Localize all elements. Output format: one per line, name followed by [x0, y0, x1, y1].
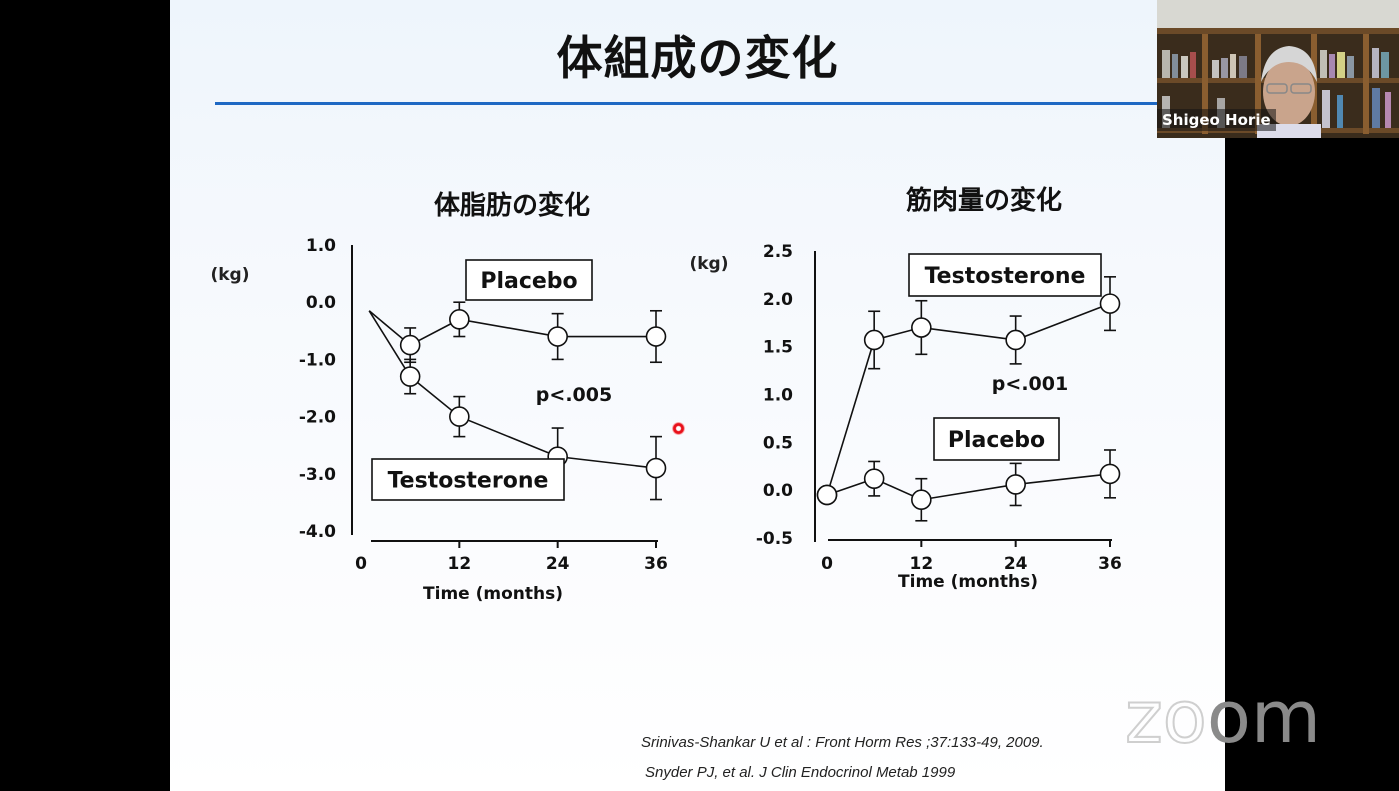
- participant-name-label: Shigeo Horie: [1157, 109, 1276, 131]
- participant-video[interactable]: Shigeo Horie: [1157, 0, 1399, 138]
- x-tick-label: 24: [1004, 554, 1028, 574]
- data-point-marker: [816, 484, 838, 506]
- data-point-marker: [911, 317, 932, 338]
- x-tick-label: 0: [355, 554, 367, 574]
- y-tick-label: -4.0: [299, 522, 336, 542]
- title-divider: [215, 102, 1225, 105]
- chart-title: 筋肉量の変化: [906, 185, 1062, 216]
- legend-box-placebo: [465, 259, 593, 301]
- y-tick-label: 1.5: [763, 338, 793, 358]
- legend-label-testosterone: Testosterone: [925, 264, 1086, 289]
- data-point-marker: [1099, 293, 1121, 314]
- data-point-marker: [1005, 329, 1026, 351]
- citation-2: Snyder PJ, et al. J Clin Endocrinol Meta…: [645, 764, 956, 781]
- legend-box-placebo: [933, 417, 1060, 461]
- x-axis-label: Time (months): [423, 584, 563, 604]
- legend-label-placebo: Placebo: [948, 428, 1045, 453]
- y-tick-label: 0.5: [763, 433, 793, 453]
- data-point-marker: [911, 489, 932, 511]
- data-point-marker: [645, 326, 667, 347]
- y-tick-label: -3.0: [299, 465, 336, 485]
- slide-title: 体組成の変化: [556, 31, 839, 85]
- y-tick-label: 0.0: [306, 293, 336, 313]
- data-point-marker: [449, 406, 470, 427]
- legend-label-testosterone: Testosterone: [388, 469, 549, 494]
- y-unit-label: (kg): [210, 265, 249, 285]
- y-tick-label: 2.0: [763, 290, 793, 310]
- data-point-marker: [399, 334, 421, 356]
- y-tick-label: 1.0: [306, 236, 336, 256]
- body-fat-chart: 体脂肪の変化 (kg) 1.0 0.0 -1.0 -2.0 -3.0 -4.0 0 12 24 36 T…: [210, 190, 667, 604]
- legend-label-placebo: Placebo: [480, 269, 577, 294]
- x-tick-label: 36: [1098, 554, 1122, 574]
- chart-title: 体脂肪の変化: [434, 190, 590, 221]
- x-tick-label: 0: [821, 554, 833, 574]
- data-point-marker: [449, 309, 470, 330]
- data-point-marker: [1099, 463, 1121, 485]
- data-point-marker: [863, 468, 885, 489]
- series-line-testosterone: [368, 310, 657, 469]
- p-value-annotation: p<.001: [992, 373, 1068, 395]
- y-tick-label: -1.0: [299, 350, 336, 370]
- data-point-marker: [645, 457, 667, 479]
- laser-pointer-icon: [672, 422, 685, 435]
- x-tick-label: 12: [447, 554, 471, 574]
- data-point-marker: [547, 326, 568, 347]
- y-tick-label: 2.5: [763, 242, 793, 262]
- data-point-marker: [1005, 474, 1026, 495]
- x-tick-label: 12: [909, 554, 933, 574]
- x-axis-label: Time (months): [898, 572, 1038, 592]
- legend-box-testosterone: [908, 253, 1102, 297]
- y-tick-label: 1.0: [763, 386, 793, 406]
- p-value-annotation: p<.005: [536, 384, 612, 406]
- presentation-slide: 体組成の変化 Srinivas-Shankar U et al : Front …: [170, 0, 1225, 791]
- x-tick-label: 36: [644, 554, 668, 574]
- x-tick-label: 24: [546, 554, 570, 574]
- y-tick-label: -0.5: [756, 529, 793, 549]
- y-tick-label: -2.0: [299, 408, 336, 428]
- y-tick-label: 0.0: [763, 481, 793, 501]
- zoom-logo-text-outline: zoom: [1125, 688, 1321, 750]
- zoom-watermark-logo: zoom: [1125, 688, 1321, 750]
- muscle-mass-chart: 筋肉量の変化 (kg) 2.5 2.0 1.5 1.0 0.5 0.0 -0.5 0 12 24 36 T…: [689, 185, 1121, 592]
- citation-1: Srinivas-Shankar U et al : Front Horm Re…: [641, 734, 1044, 751]
- legend-box-testosterone: [371, 458, 565, 501]
- data-point-marker: [863, 329, 885, 351]
- data-point-marker: [399, 366, 421, 387]
- y-unit-label: (kg): [689, 254, 728, 274]
